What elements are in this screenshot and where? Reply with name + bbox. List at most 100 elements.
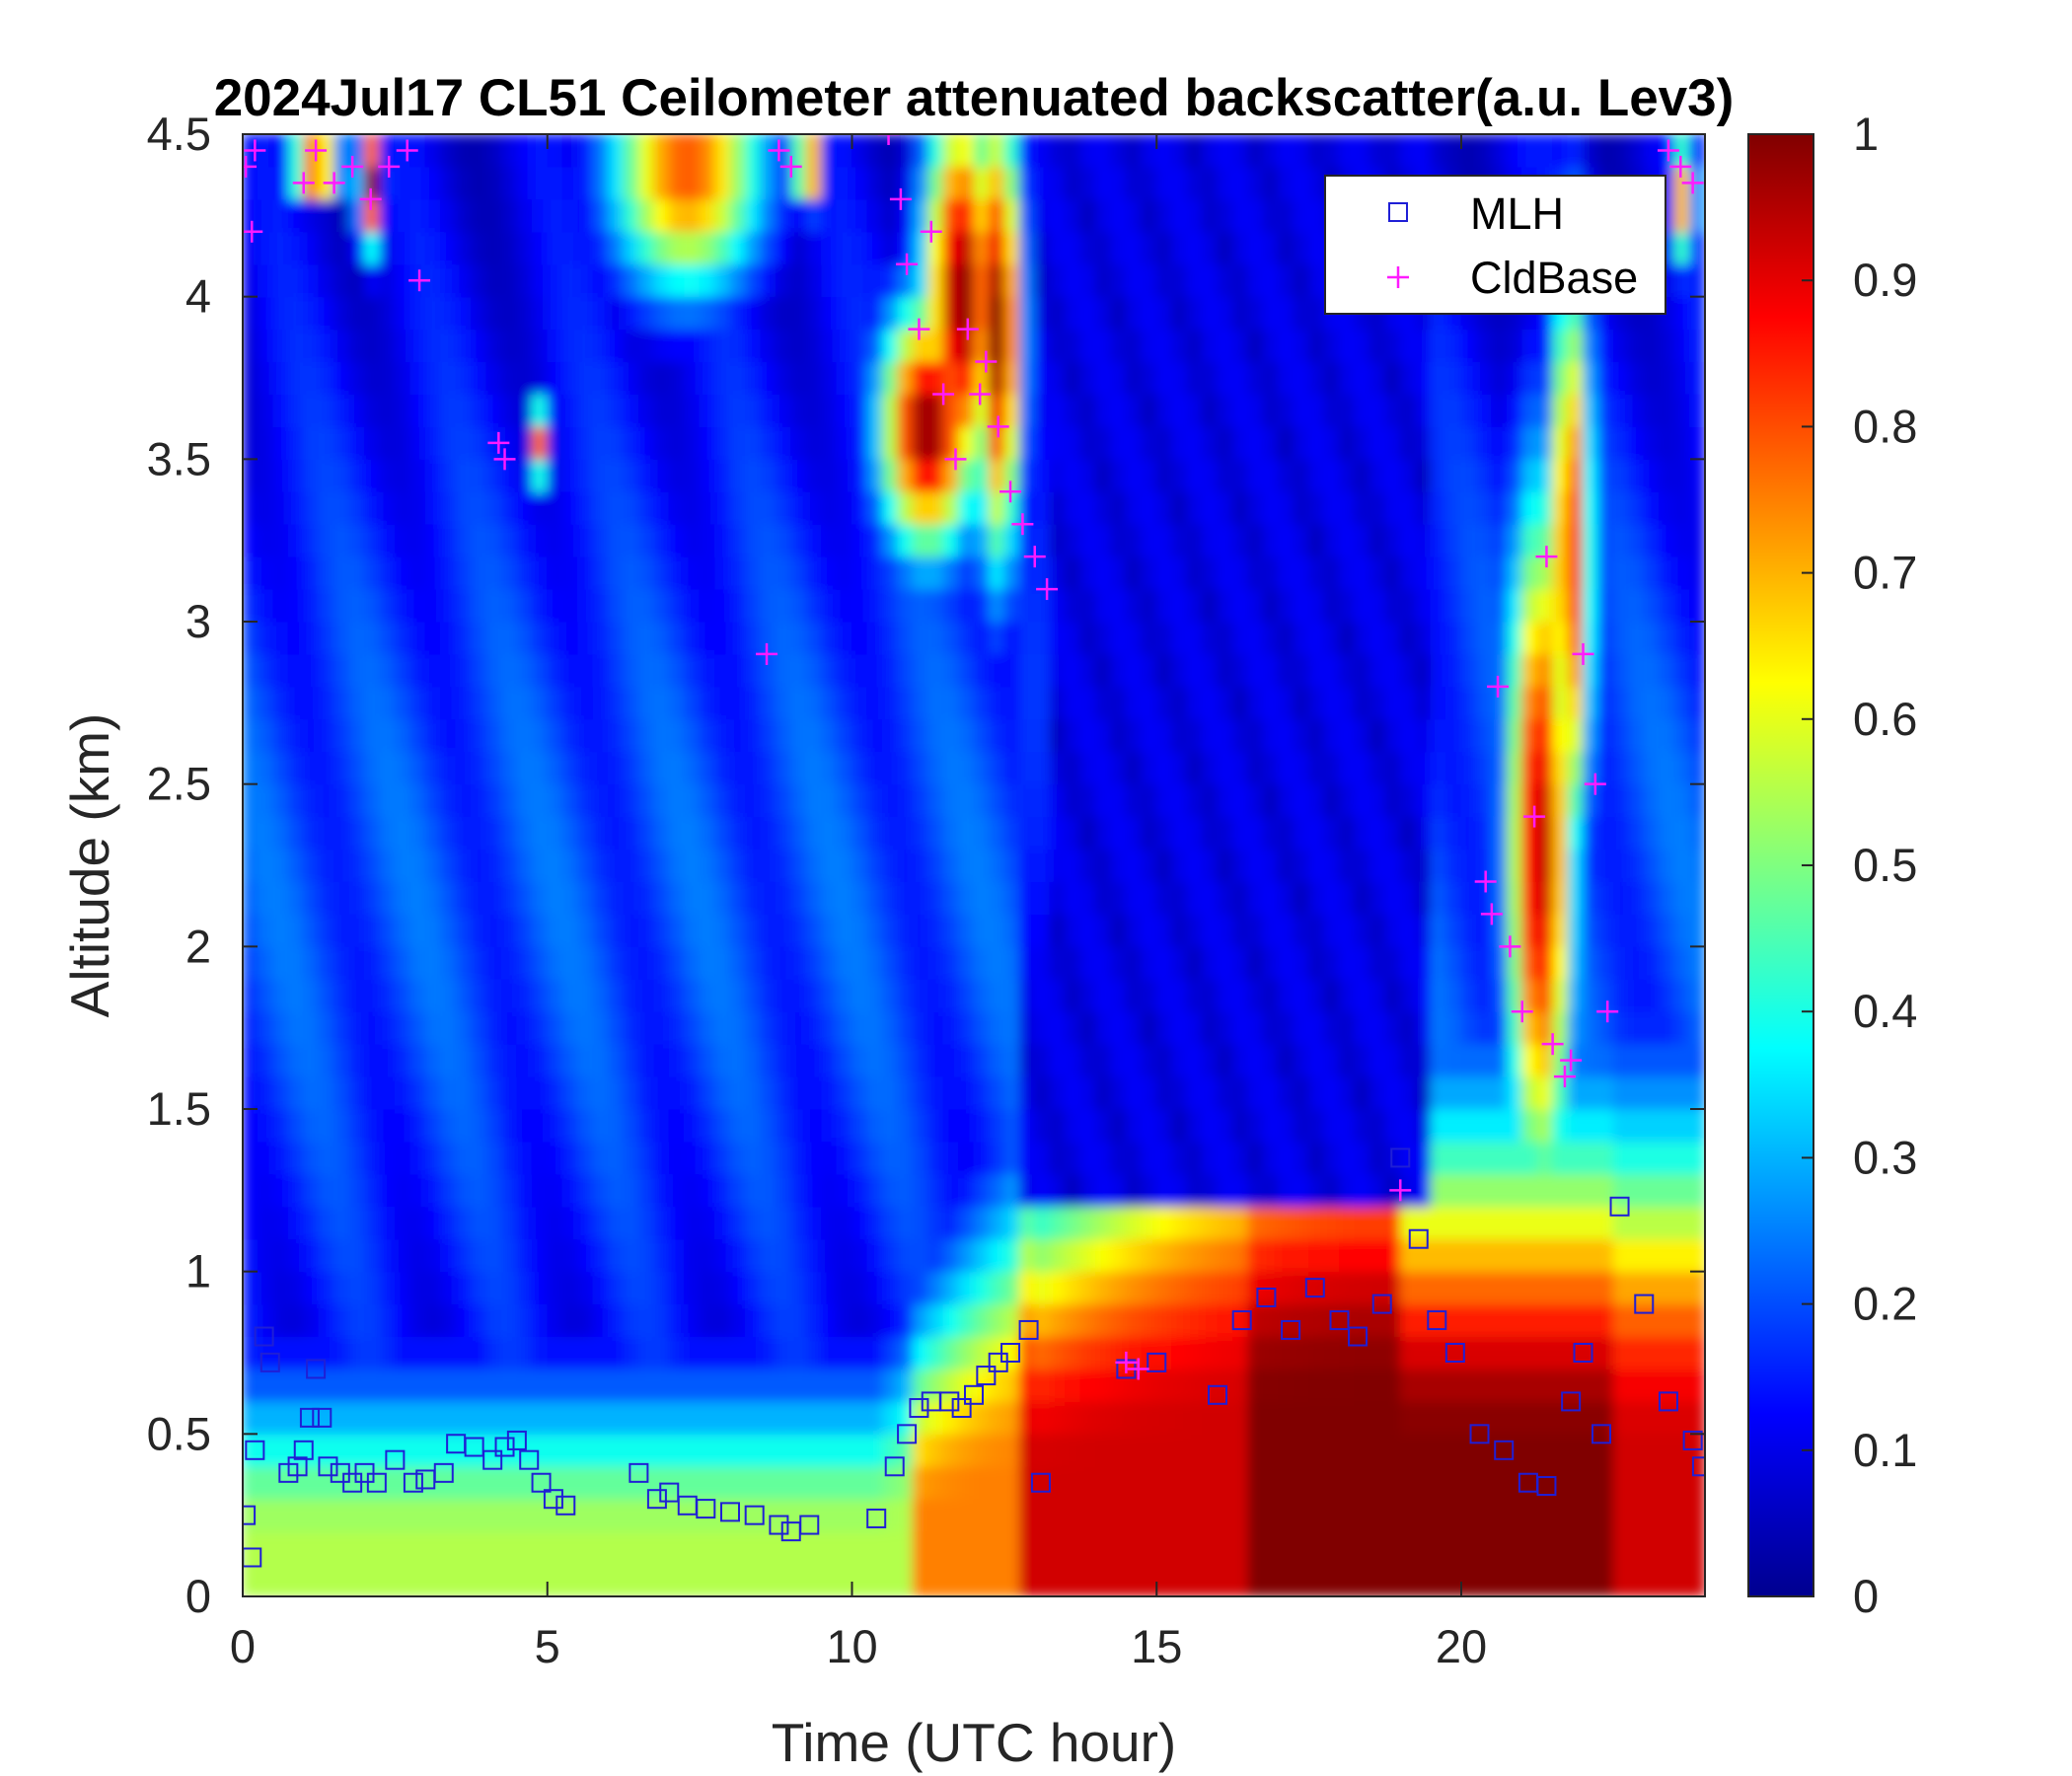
cldbase-marker: [1499, 935, 1521, 958]
backscatter-heatmap: [243, 134, 1705, 1596]
mlh-marker: [720, 1502, 740, 1522]
mlh-marker: [976, 1366, 997, 1386]
cldbase-marker: [987, 415, 1009, 438]
colorbar-tick-label: 0.7: [1853, 547, 1917, 599]
y-tick-label: 1.5: [147, 1082, 211, 1135]
mlh-marker: [464, 1437, 484, 1457]
mlh-marker: [287, 1456, 308, 1477]
mlh-marker: [506, 1430, 527, 1450]
mlh-marker: [866, 1508, 887, 1528]
mlh-marker: [1304, 1278, 1325, 1298]
mlh-marker: [1348, 1326, 1369, 1347]
mlh-marker: [1147, 1352, 1167, 1372]
cldbase-marker: [877, 134, 900, 145]
colorbar-tick-label: 0.6: [1853, 693, 1917, 745]
y-tick-label: 4.5: [147, 108, 211, 160]
mlh-marker: [531, 1472, 552, 1493]
mlh-marker: [318, 1456, 338, 1477]
mlh-marker: [259, 1352, 280, 1372]
plot-frame: [242, 133, 1706, 1597]
mlh-marker: [1609, 1196, 1630, 1217]
cldbase-marker: [779, 155, 802, 178]
mlh-marker: [909, 1397, 929, 1418]
mlh-marker: [769, 1515, 789, 1535]
cldbase-marker: [1535, 546, 1558, 568]
x-axis-ticks: 0 5 10 15 20: [230, 134, 1487, 1672]
mlh-marker: [646, 1489, 667, 1510]
cldbase-marker: [756, 642, 778, 665]
mlh-marker: [1536, 1476, 1557, 1497]
y-tick-label: 4: [185, 270, 211, 323]
x-tick-label: 5: [535, 1620, 560, 1672]
mlh-marker: [1408, 1228, 1429, 1249]
legend-mlh-marker: [1388, 202, 1408, 222]
cldbase-marker: [243, 155, 258, 178]
mlh-marker: [1208, 1384, 1227, 1405]
y-tick-label: 3.5: [147, 432, 211, 484]
cldbase-marker: [908, 318, 930, 340]
mlh-marker: [254, 1326, 274, 1347]
cldbase-marker: [1560, 1049, 1583, 1072]
cldbase-marker: [944, 448, 967, 471]
marker-layer: [243, 134, 1705, 1568]
colorbar-tick-label: 0.5: [1853, 839, 1917, 891]
y-tick-label: 2: [185, 920, 211, 972]
cldbase-marker: [408, 269, 431, 292]
colorbar-tick-label: 0.1: [1853, 1424, 1917, 1476]
cldbase-marker: [999, 481, 1022, 503]
mlh-marker: [543, 1489, 563, 1510]
mlh-marker: [1231, 1310, 1252, 1331]
cldbase-marker: [975, 350, 998, 373]
mlh-marker: [1281, 1319, 1301, 1340]
mlh-marker: [1634, 1294, 1655, 1314]
mlh-marker: [659, 1482, 680, 1503]
mlh-marker: [312, 1407, 333, 1428]
cldbase-marker: [956, 318, 979, 340]
colorbar-tick-label: 0.3: [1853, 1131, 1917, 1183]
mlh-marker: [1256, 1288, 1277, 1308]
colorbar-tick-label: 0.2: [1853, 1278, 1917, 1330]
cldbase-marker: [244, 139, 266, 162]
mlh-marker: [494, 1437, 515, 1457]
cldbase-marker: [243, 220, 263, 243]
cldbase-marker: [341, 155, 364, 178]
mlh-marker: [243, 1505, 257, 1525]
y-axis-label: Altitude (km): [59, 713, 120, 1018]
colorbar-tick-label: 0: [1853, 1570, 1879, 1622]
cldbase-marker: [396, 139, 418, 162]
mlh-marker: [951, 1397, 972, 1418]
x-tick-label: 20: [1436, 1620, 1487, 1672]
cldbase-marker: [1011, 513, 1034, 536]
cldbase-marker: [768, 139, 790, 162]
x-tick-label: 0: [230, 1620, 256, 1672]
heatmap-cells: [243, 134, 1705, 1596]
cldbase-marker: [1541, 1033, 1564, 1056]
cldbase-marker: [1681, 172, 1704, 194]
x-tick-label: 10: [826, 1620, 877, 1672]
mlh-marker: [696, 1499, 716, 1519]
cldbase-marker: [359, 187, 382, 210]
cldbase-marker: [1584, 773, 1606, 795]
mlh-marker: [884, 1456, 905, 1477]
cldbase-marker: [493, 448, 516, 471]
colorbar-tick-label: 0.4: [1853, 985, 1917, 1037]
mlh-marker: [433, 1462, 454, 1483]
mlh-marker: [1658, 1391, 1678, 1412]
mlh-marker: [245, 1440, 265, 1460]
mlh-marker: [1427, 1310, 1447, 1331]
x-tick-label: 15: [1131, 1620, 1182, 1672]
cldbase-marker: [1669, 155, 1692, 178]
cldbase-marker: [292, 172, 315, 194]
y-tick-label: 1: [185, 1245, 211, 1297]
mlh-marker: [1469, 1424, 1490, 1444]
mlh-marker: [366, 1472, 387, 1493]
mlh-marker: [897, 1424, 918, 1444]
mlh-marker: [482, 1449, 503, 1470]
cldbase-marker: [969, 383, 992, 406]
mlh-marker: [1573, 1343, 1593, 1363]
cldbase-marker: [323, 172, 345, 194]
mlh-marker: [1561, 1391, 1582, 1412]
cldbase-marker: [889, 187, 912, 210]
mlh-marker: [385, 1449, 406, 1470]
cldbase-marker: [932, 383, 955, 406]
